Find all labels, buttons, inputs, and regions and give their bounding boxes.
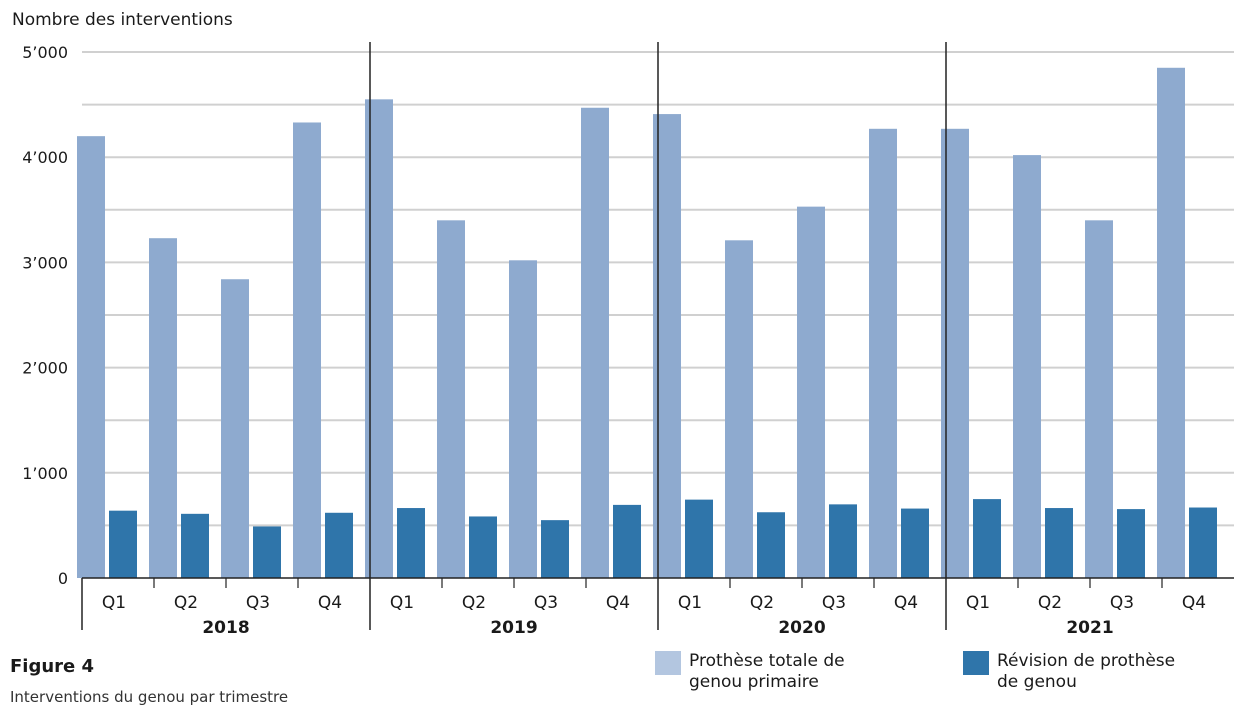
bar-revision: [253, 526, 281, 578]
bar-revision: [829, 504, 857, 578]
y-tick-label: 5’000: [22, 43, 68, 62]
bar-revision: [613, 504, 641, 578]
bar-revision: [325, 512, 353, 578]
year-label: 2021: [1066, 618, 1113, 638]
figure-label: Figure 4: [10, 656, 95, 677]
bar-primary: [1085, 220, 1113, 578]
legend-item-primary: Prothèse totale de genou primaire: [655, 651, 889, 693]
bar-primary: [869, 128, 897, 578]
y-axis-title: Nombre des interventions: [12, 10, 233, 30]
year-label: 2018: [202, 618, 249, 638]
x-tick-label: Q2: [462, 593, 486, 613]
bar-primary: [221, 279, 249, 578]
y-tick-label: 4’000: [22, 148, 68, 167]
figure-caption: Interventions du genou par trimestre: [10, 688, 289, 706]
bar-revision: [973, 499, 1001, 578]
x-tick-label: Q2: [174, 593, 198, 613]
bar-primary: [725, 240, 753, 579]
bar-primary: [293, 122, 321, 578]
bar-revision: [901, 508, 929, 578]
bar-revision: [109, 510, 137, 578]
legend-label-revision: Révision de prothèse de genou: [997, 651, 1176, 692]
bar-revision: [1117, 509, 1145, 578]
year-label: 2020: [778, 618, 825, 638]
y-tick-label: 3’000: [22, 253, 68, 272]
bar-primary: [365, 99, 393, 578]
bar-primary: [1157, 67, 1185, 578]
bar-primary: [653, 114, 681, 579]
bar-primary: [581, 107, 609, 579]
x-tick-label: Q4: [606, 593, 630, 613]
legend-item-revision: Révision de prothèse de genou: [963, 651, 1197, 693]
x-tick-label: Q2: [1038, 593, 1062, 613]
bar-primary: [437, 220, 465, 578]
bar-primary: [941, 128, 969, 578]
x-tick-label: Q4: [1182, 593, 1206, 613]
x-tick-label: Q4: [318, 593, 342, 613]
bar-revision: [469, 516, 497, 578]
x-tick-label: Q1: [678, 593, 702, 613]
x-tick-label: Q3: [1110, 593, 1134, 613]
y-tick-label: 2’000: [22, 359, 68, 378]
x-tick-label: Q3: [822, 593, 846, 613]
bar-revision: [397, 508, 425, 578]
bar-primary: [1013, 155, 1041, 578]
y-tick-label: 0: [58, 569, 68, 588]
year-label: 2019: [490, 618, 537, 638]
bar-chart: 0 1’000 2’000 3’000 4’000 5’000 Q1 Q2 Q3 Q4 Q1 Q2 Q3…: [22, 42, 1234, 638]
x-tick-label: Q2: [750, 593, 774, 613]
x-tick-label: Q1: [966, 593, 990, 613]
bar-revision: [685, 499, 713, 578]
legend-swatch-revision: [963, 651, 989, 675]
bar-revision: [1045, 508, 1073, 578]
legend-swatch-primary: [655, 651, 681, 675]
bar-primary: [797, 206, 825, 579]
x-tick-label: Q3: [534, 593, 558, 613]
y-tick-label: 1’000: [22, 464, 68, 483]
bar-revision: [1189, 507, 1217, 578]
bar-primary: [77, 136, 105, 578]
bar-revision: [757, 512, 785, 578]
x-tick-label: Q1: [102, 593, 126, 613]
x-tick-label: Q1: [390, 593, 414, 613]
x-tick-label: Q3: [246, 593, 270, 613]
bar-primary: [509, 260, 537, 578]
bar-primary: [149, 238, 177, 579]
bar-revision: [181, 513, 209, 578]
legend-label-primary: Prothèse totale de genou primaire: [689, 651, 845, 692]
bar-revision: [541, 520, 569, 578]
x-tick-label: Q4: [894, 593, 918, 613]
